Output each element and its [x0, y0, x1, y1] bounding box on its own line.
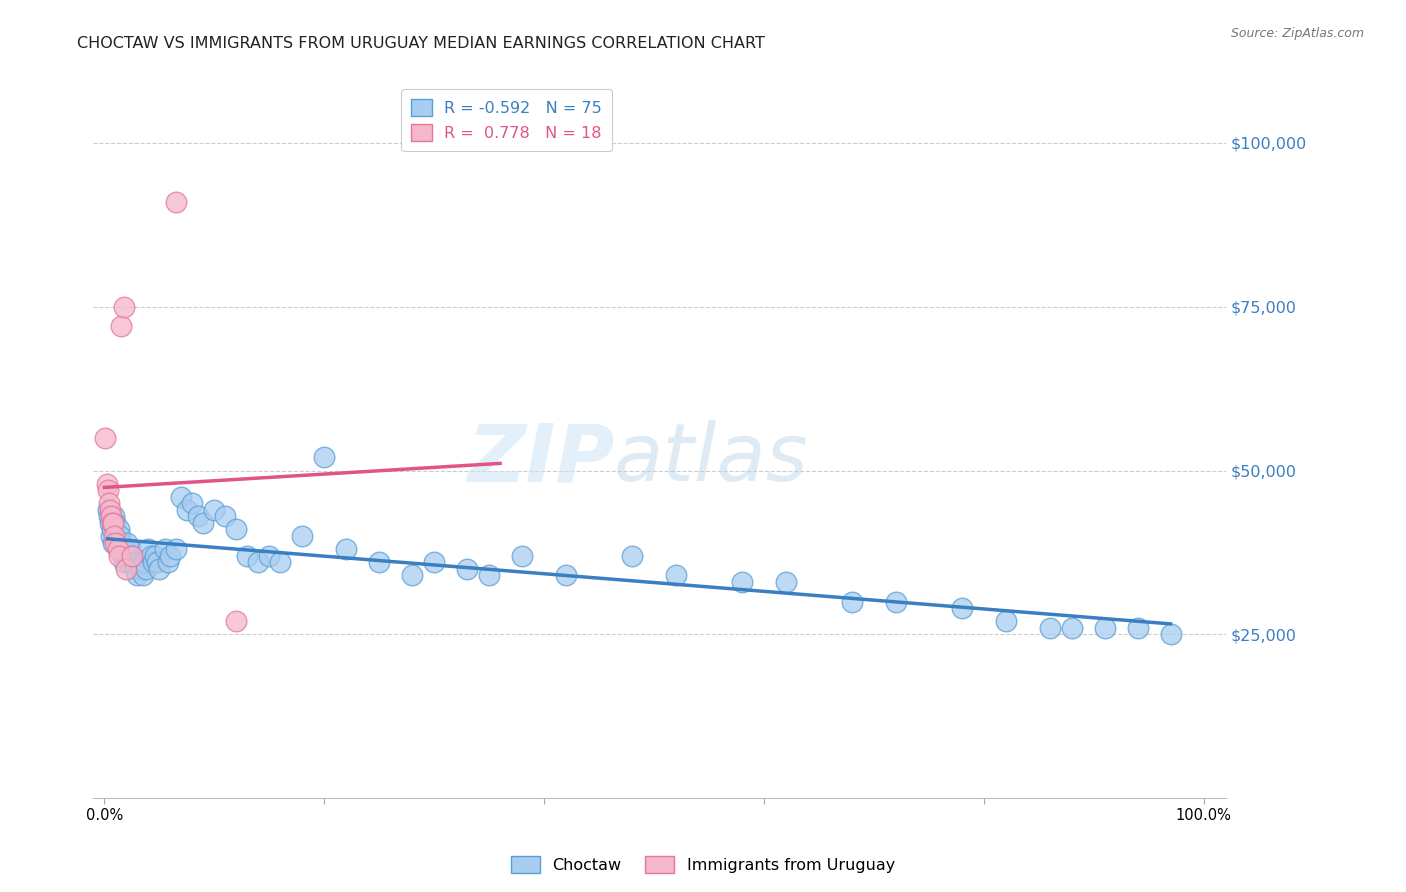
Text: Source: ZipAtlas.com: Source: ZipAtlas.com [1230, 27, 1364, 40]
Point [257, 549, 280, 563]
Point [111, 549, 134, 563]
Point [107, 549, 129, 563]
Point [98, 516, 121, 530]
Point [146, 555, 169, 569]
Point [202, 503, 225, 517]
Point [121, 549, 143, 563]
Point [291, 529, 314, 543]
Point [401, 568, 423, 582]
Point [187, 509, 209, 524]
Point [104, 516, 127, 530]
Point [148, 562, 170, 576]
Point [157, 555, 180, 569]
Point [117, 535, 139, 549]
Point [478, 568, 501, 582]
Point [841, 594, 863, 608]
Point [193, 516, 215, 530]
Point [101, 535, 124, 549]
Point [112, 300, 135, 314]
Point [98, 503, 121, 517]
Point [884, 594, 907, 608]
Point [107, 542, 129, 557]
Point [121, 549, 143, 563]
Point [100, 529, 122, 543]
Point [97, 503, 120, 517]
Point [423, 555, 446, 569]
Point [225, 523, 247, 537]
Point [225, 614, 247, 628]
Point [107, 523, 129, 537]
Point [112, 555, 135, 569]
Point [115, 562, 138, 576]
Point [181, 496, 204, 510]
Point [143, 549, 166, 563]
Point [136, 542, 159, 557]
Point [335, 542, 357, 557]
Point [510, 549, 533, 563]
Legend: Choctaw, Immigrants from Uruguay: Choctaw, Immigrants from Uruguay [505, 849, 901, 880]
Point [103, 529, 125, 543]
Point [132, 555, 155, 569]
Point [108, 529, 131, 543]
Point [775, 574, 797, 589]
Point [97, 496, 120, 510]
Point [111, 542, 134, 557]
Point [122, 555, 145, 569]
Point [165, 542, 187, 557]
Point [110, 535, 132, 549]
Point [1126, 621, 1149, 635]
Point [620, 549, 643, 563]
Point [1160, 627, 1182, 641]
Point [105, 529, 128, 543]
Point [100, 509, 122, 524]
Legend: R = -0.592   N = 75, R =  0.778   N = 18: R = -0.592 N = 75, R = 0.778 N = 18 [401, 89, 612, 151]
Point [665, 568, 688, 582]
Text: atlas: atlas [614, 420, 808, 499]
Point [1094, 621, 1116, 635]
Point [114, 542, 136, 557]
Point [129, 562, 152, 576]
Point [994, 614, 1017, 628]
Point [101, 516, 124, 530]
Point [115, 549, 138, 563]
Point [214, 509, 236, 524]
Point [128, 555, 150, 569]
Point [101, 516, 124, 530]
Point [118, 542, 141, 557]
Point [117, 555, 139, 569]
Point [139, 549, 162, 563]
Point [124, 562, 146, 576]
Text: ZIP: ZIP [467, 420, 614, 499]
Point [159, 549, 181, 563]
Point [153, 542, 176, 557]
Point [456, 562, 478, 576]
Point [1039, 621, 1062, 635]
Point [135, 562, 157, 576]
Point [103, 509, 125, 524]
Point [127, 568, 149, 582]
Point [110, 319, 132, 334]
Point [97, 509, 120, 524]
Point [97, 483, 120, 498]
Point [170, 490, 193, 504]
Point [104, 535, 127, 549]
Point [1060, 621, 1083, 635]
Point [555, 568, 578, 582]
Point [269, 555, 291, 569]
Point [247, 555, 270, 569]
Point [950, 601, 973, 615]
Point [101, 523, 124, 537]
Point [176, 503, 198, 517]
Point [142, 555, 165, 569]
Point [731, 574, 754, 589]
Point [236, 549, 259, 563]
Text: CHOCTAW VS IMMIGRANTS FROM URUGUAY MEDIAN EARNINGS CORRELATION CHART: CHOCTAW VS IMMIGRANTS FROM URUGUAY MEDIA… [77, 36, 765, 51]
Point [96, 476, 118, 491]
Point [94, 431, 117, 445]
Point [314, 450, 336, 465]
Point [368, 555, 391, 569]
Point [165, 194, 187, 209]
Point [132, 568, 155, 582]
Point [107, 542, 129, 557]
